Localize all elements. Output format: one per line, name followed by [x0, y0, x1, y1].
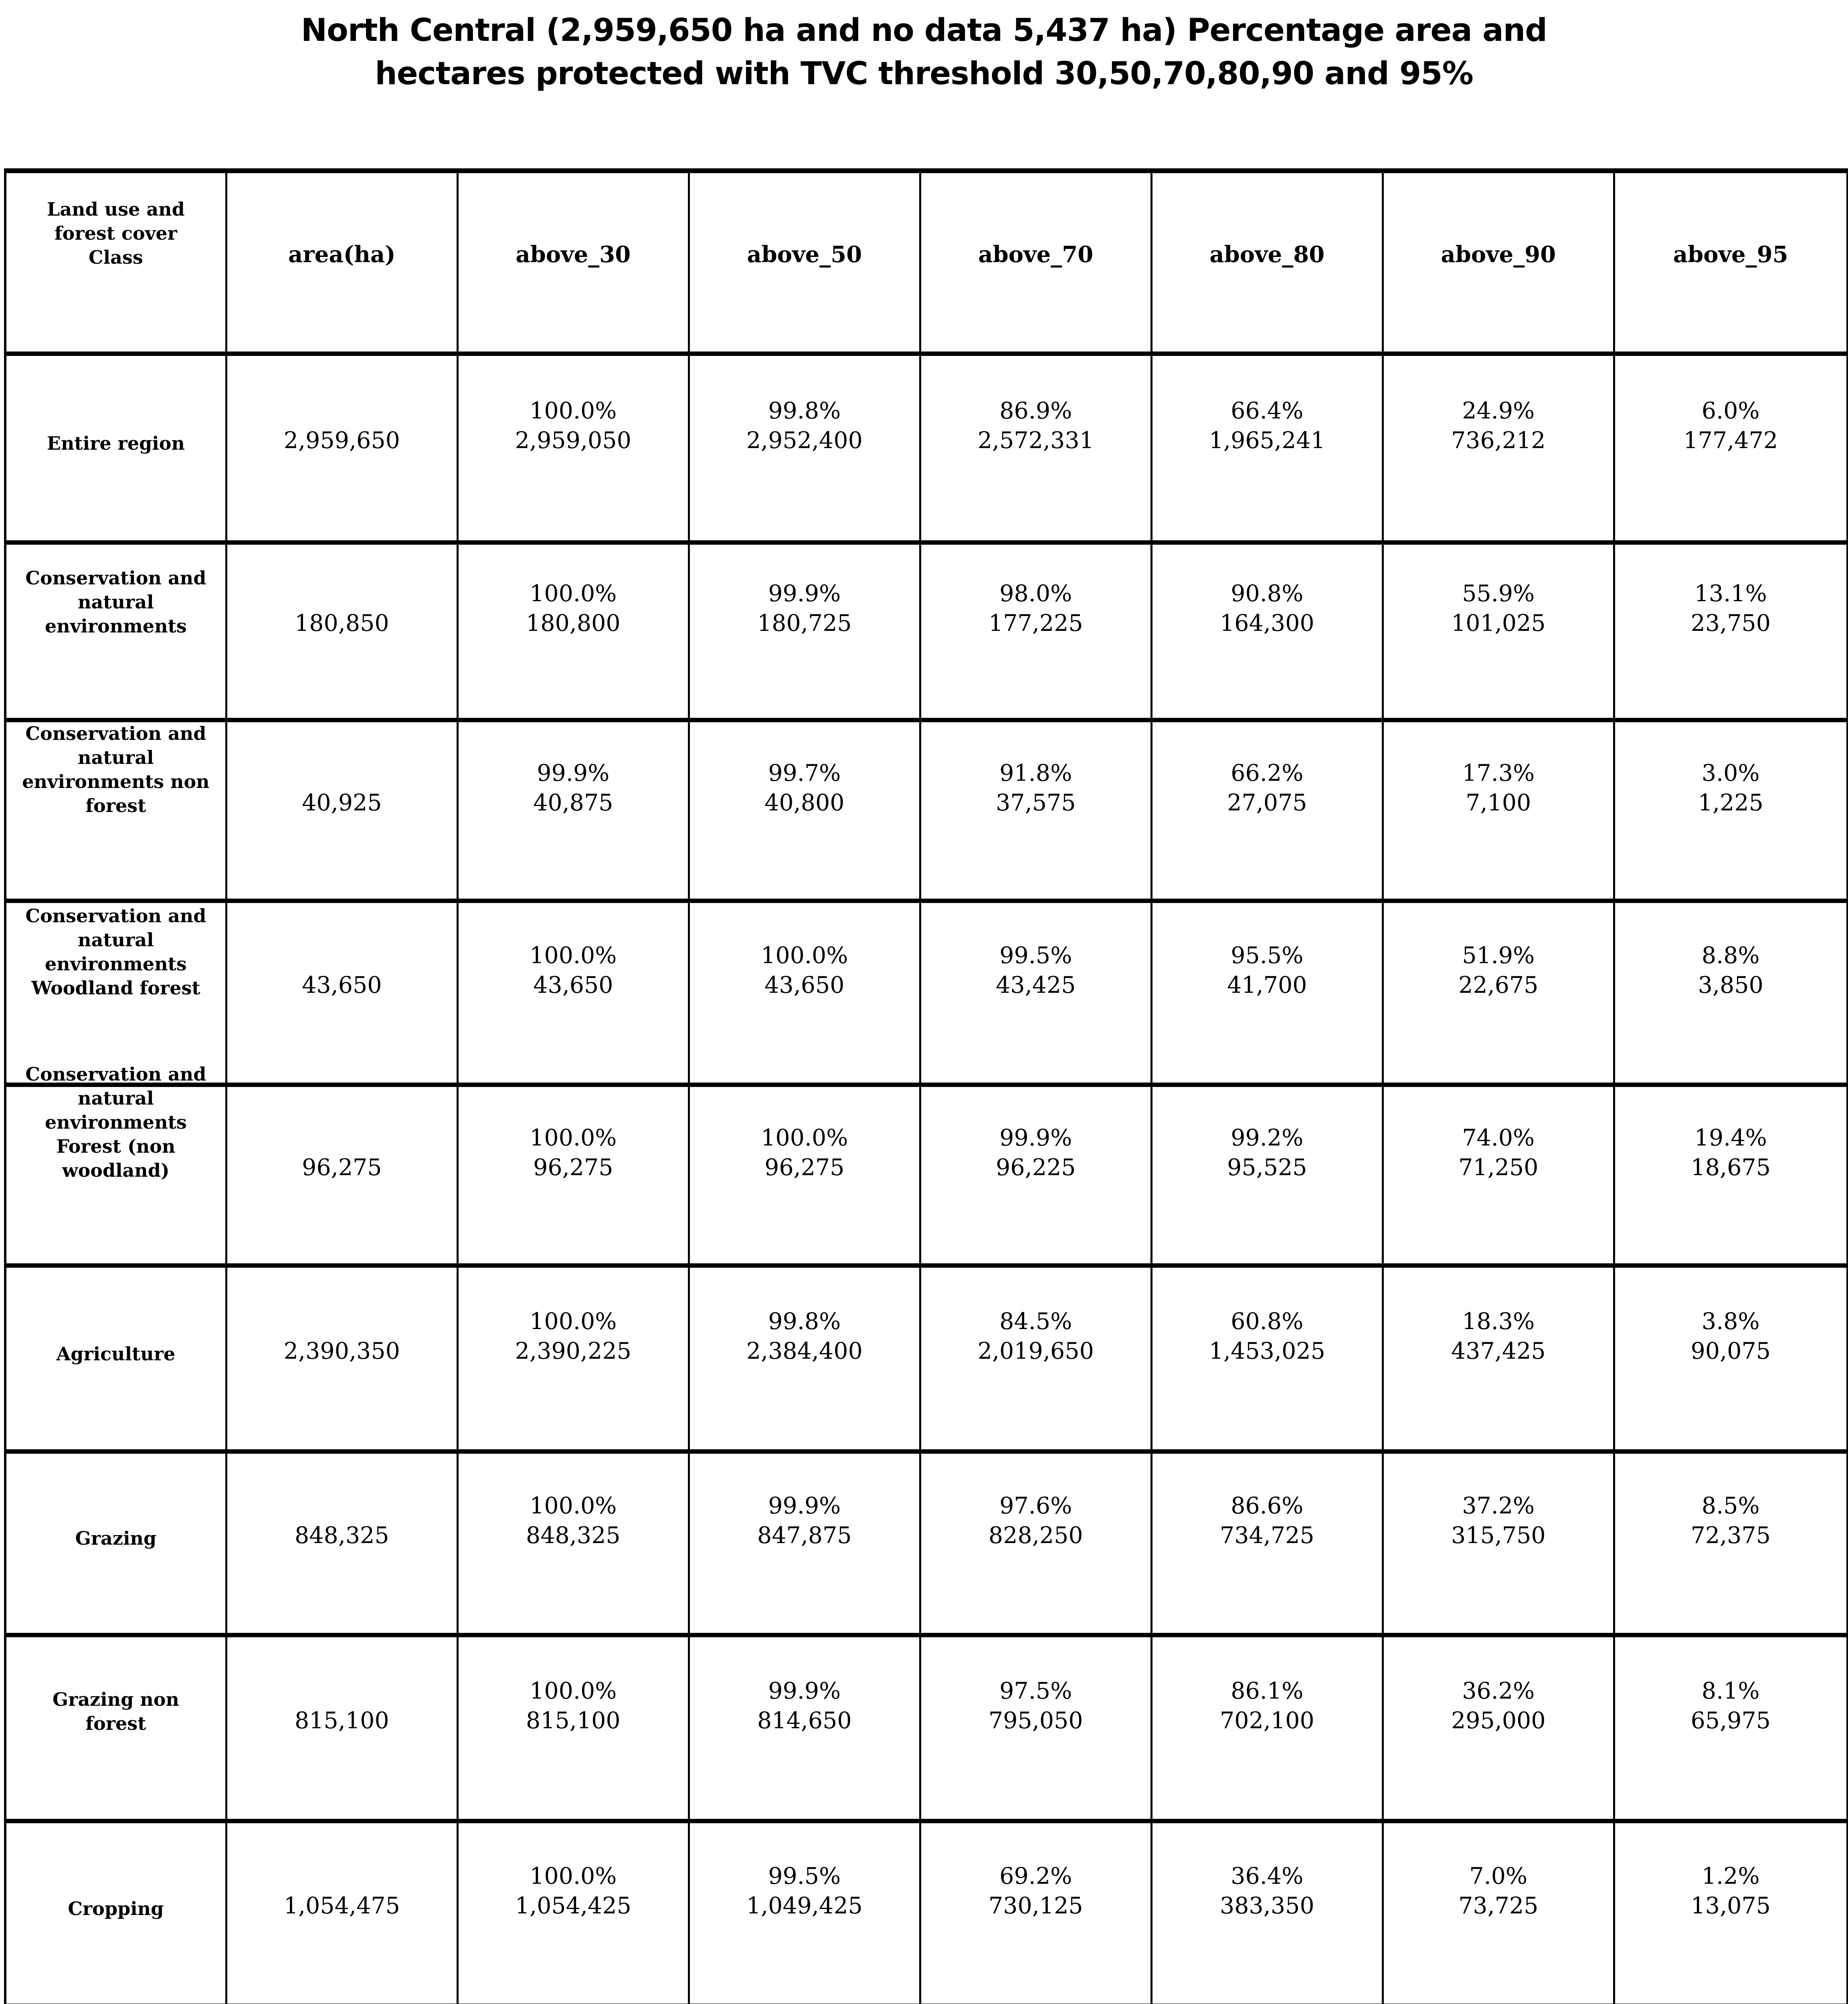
threshold-cell-above_90: 24.9% 736,212: [1384, 356, 1615, 540]
threshold-cell-above_95: 8.5% 72,375: [1690, 1493, 1771, 1549]
threshold-cell-above_90: 74.0% 71,250: [1384, 1087, 1615, 1263]
table-row: Grazing 848,325 100.0% 848,325 99.9% 847,875 9…: [6, 1454, 1846, 1637]
threshold-cell-above_50: 99.9% 847,875: [690, 1454, 921, 1633]
threshold-cell-above_50: 99.7% 40,800: [690, 722, 921, 899]
column-header-above-50: above_50: [690, 173, 921, 352]
threshold-cell-above_95: 19.4% 18,675: [1690, 1124, 1771, 1181]
threshold-cell-above_90: 18.3% 437,425: [1384, 1268, 1615, 1449]
table-row: Conservation and natural environments 180,8…: [6, 545, 1846, 722]
row-label-cell: Conservation and natural environments Fores…: [6, 1063, 227, 1263]
area-cell: 180,850: [227, 545, 459, 718]
row-label-cell: Cropping: [6, 1823, 227, 2004]
threshold-cell-above_50: 100.0% 43,650: [690, 903, 921, 1083]
column-header-class: Land use and forest cover Class: [6, 173, 227, 352]
threshold-cell-above_80: 60.8% 1,453,025: [1152, 1268, 1384, 1449]
threshold-cell-above_95: 3.0% 1,225: [1698, 760, 1763, 816]
row-label-cell: Entire region: [6, 356, 227, 540]
threshold-cell-above_30: 100.0% 43,650: [459, 903, 690, 1083]
threshold-cell-above_90: 7.0% 73,725: [1384, 1823, 1615, 2004]
threshold-cell-above_50: 99.9% 814,650: [690, 1637, 921, 1819]
threshold-cell-above_70: 98.0% 177,225: [921, 545, 1152, 718]
row-label-cell: Conservation and natural environments non f…: [6, 722, 227, 899]
area-cell: 1,054,475: [227, 1823, 459, 2004]
threshold-cell-above_80: 90.8% 164,300: [1152, 545, 1384, 718]
row-label-cell: Grazing non forest: [6, 1637, 227, 1819]
table-header-row: Land use and forest cover Class area(ha) abo…: [6, 173, 1846, 356]
threshold-cell-above_80: 86.1% 702,100: [1152, 1637, 1384, 1819]
landuse-table: Land use and forest cover Class area(ha) abo…: [4, 168, 1848, 2004]
threshold-cell-above_70: 69.2% 730,125: [921, 1823, 1152, 2004]
threshold-cell-above_95: 6.0% 177,472: [1683, 398, 1778, 454]
threshold-cell-above_30: 100.0% 1,054,425: [459, 1823, 690, 2004]
column-header-above-70: above_70: [921, 173, 1152, 352]
threshold-cell-above_90: 36.2% 295,000: [1384, 1637, 1615, 1819]
table-row: Conservation and natural environments Fores…: [6, 1063, 1846, 1268]
row-label-cell: Grazing: [6, 1454, 227, 1633]
row-label-cell: Conservation and natural environments Woodl…: [6, 903, 227, 1083]
threshold-cell-above_95: 3.8% 90,075: [1690, 1308, 1771, 1364]
threshold-cell-above_95: 13.1% 23,750: [1690, 580, 1771, 637]
column-header-area-ha-: area(ha): [227, 173, 459, 352]
threshold-cell-above_30: 100.0% 848,325: [459, 1454, 690, 1633]
area-cell: 2,959,650: [227, 356, 459, 540]
column-header-above-80: above_80: [1152, 173, 1384, 352]
table-row: Conservation and natural environments Woodl…: [6, 903, 1846, 1087]
column-header-above-30: above_30: [459, 173, 690, 352]
threshold-cell-above_70: 97.5% 795,050: [921, 1637, 1152, 1819]
threshold-cell-above_90: 51.9% 22,675: [1384, 903, 1615, 1083]
page-title: North Central (2,959,650 ha and no data …: [0, 9, 1848, 95]
threshold-cell-above_70: 99.5% 43,425: [921, 903, 1152, 1083]
table-row: Conservation and natural environments non f…: [6, 722, 1846, 903]
threshold-cell-above_50: 99.5% 1,049,425: [690, 1823, 921, 2004]
area-cell: 815,100: [227, 1637, 459, 1819]
threshold-cell-above_50: 99.9% 180,725: [690, 545, 921, 718]
threshold-cell-above_70: 84.5% 2,019,650: [921, 1268, 1152, 1449]
row-label-cell: Agriculture: [6, 1268, 227, 1449]
threshold-cell-above_50: 99.8% 2,384,400: [690, 1268, 921, 1449]
threshold-cell-above_90: 37.2% 315,750: [1384, 1454, 1615, 1633]
threshold-cell-above_70: 97.6% 828,250: [921, 1454, 1152, 1633]
page-title-line2: hectares protected with TVC threshold 30…: [375, 56, 1473, 92]
threshold-cell-above_80: 66.2% 27,075: [1152, 722, 1384, 899]
page-title-line1: North Central (2,959,650 ha and no data …: [301, 12, 1547, 48]
area-cell: 2,390,350: [227, 1268, 459, 1449]
threshold-cell-above_80: 66.4% 1,965,241: [1152, 356, 1384, 540]
threshold-cell-above_50: 99.8% 2,952,400: [690, 356, 921, 540]
threshold-cell-above_30: 99.9% 40,875: [459, 722, 690, 899]
table-row: Entire region 2,959,650 100.0% 2,959,050 99.…: [6, 356, 1846, 545]
table-row: Cropping 1,054,475 100.0% 1,054,425 99.5% 1,0…: [6, 1823, 1846, 2004]
threshold-cell-above_30: 100.0% 2,959,050: [459, 356, 690, 540]
threshold-cell-above_95: 8.8% 3,850: [1698, 942, 1763, 998]
threshold-cell-above_90: 55.9% 101,025: [1384, 545, 1615, 718]
column-header-above-90: above_90: [1384, 173, 1615, 352]
threshold-cell-above_30: 100.0% 2,390,225: [459, 1268, 690, 1449]
table-row: Grazing non forest 815,100 100.0% 815,100 99.…: [6, 1637, 1846, 1823]
threshold-cell-above_90: 17.3% 7,100: [1384, 722, 1615, 899]
threshold-cell-above_30: 100.0% 815,100: [459, 1637, 690, 1819]
column-header-above-95: above_95: [1673, 241, 1788, 268]
area-cell: 848,325: [227, 1454, 459, 1633]
threshold-cell-above_95: 1.2% 13,075: [1690, 1863, 1771, 1919]
threshold-cell-above_70: 91.8% 37,575: [921, 722, 1152, 899]
threshold-cell-above_70: 99.9% 96,225: [921, 1087, 1152, 1263]
threshold-cell-above_80: 86.6% 734,725: [1152, 1454, 1384, 1633]
threshold-cell-above_30: 100.0% 180,800: [459, 545, 690, 718]
area-cell: 43,650: [227, 903, 459, 1083]
area-cell: 40,925: [227, 722, 459, 899]
row-label-cell: Conservation and natural environments: [6, 545, 227, 718]
table-row: Agriculture 2,390,350 100.0% 2,390,225 99.8%…: [6, 1268, 1846, 1454]
threshold-cell-above_80: 99.2% 95,525: [1152, 1087, 1384, 1263]
threshold-cell-above_70: 86.9% 2,572,331: [921, 356, 1152, 540]
threshold-cell-above_80: 36.4% 383,350: [1152, 1823, 1384, 2004]
threshold-cell-above_50: 100.0% 96,275: [690, 1087, 921, 1263]
threshold-cell-above_80: 95.5% 41,700: [1152, 903, 1384, 1083]
threshold-cell-above_30: 100.0% 96,275: [459, 1087, 690, 1263]
area-cell: 96,275: [227, 1087, 459, 1263]
threshold-cell-above_95: 8.1% 65,975: [1690, 1677, 1771, 1734]
